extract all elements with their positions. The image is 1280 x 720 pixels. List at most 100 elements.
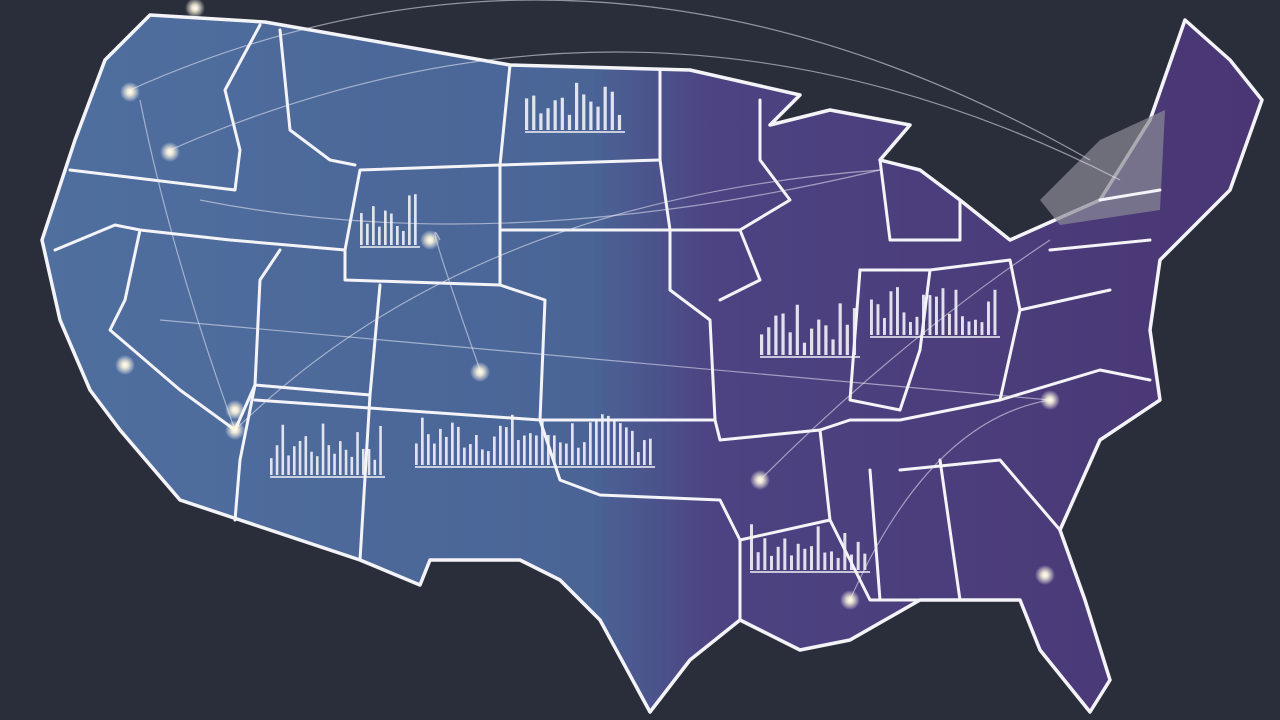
map-line xyxy=(858,268,932,412)
bar-glyph xyxy=(577,447,580,465)
bar-glyph xyxy=(565,443,568,465)
bar-glyph xyxy=(935,296,938,335)
bar-glyph xyxy=(954,289,958,335)
glow-dot xyxy=(840,590,860,610)
bar-glyph xyxy=(817,319,821,355)
bar-glyph xyxy=(408,195,411,245)
bar-glyph xyxy=(571,423,574,465)
bar-glyph xyxy=(643,440,646,465)
bar-glyph xyxy=(967,321,971,335)
bar-glyph xyxy=(613,418,616,465)
bar-glyph xyxy=(427,434,430,465)
map-line xyxy=(998,308,1022,402)
bar-glyph xyxy=(433,443,436,465)
glow-dot xyxy=(1035,565,1055,585)
bar-glyph xyxy=(902,312,906,335)
bar-glyph xyxy=(776,546,780,570)
bar-glyph xyxy=(883,317,886,335)
bar-glyph xyxy=(535,435,538,465)
bar-glyph xyxy=(993,289,997,335)
bar-glyph xyxy=(845,324,849,355)
bar-cluster xyxy=(270,423,385,478)
bar-glyph xyxy=(941,288,945,335)
bar-glyph xyxy=(774,315,778,355)
bar-glyph xyxy=(553,100,557,130)
bar-glyph xyxy=(589,422,592,465)
map-line xyxy=(1048,238,1152,252)
bar-glyph xyxy=(750,524,753,570)
bar-glyphs xyxy=(270,82,1000,573)
connection-arcs xyxy=(129,0,1121,601)
bar-glyph xyxy=(362,448,365,475)
glow-dot xyxy=(750,470,770,490)
bar-glyph xyxy=(316,456,319,475)
bar-glyph xyxy=(546,108,550,130)
bar-glyph xyxy=(831,339,835,355)
bar-glyph xyxy=(333,453,336,475)
bar-glyph xyxy=(987,301,990,335)
bar-glyph xyxy=(790,555,793,570)
bar-glyph xyxy=(850,554,853,570)
glow-dot xyxy=(470,362,490,382)
glow-dot xyxy=(1040,390,1060,410)
map-line xyxy=(738,98,792,232)
map-line xyxy=(759,239,1051,481)
bar-glyph xyxy=(922,294,925,335)
bar-glyph xyxy=(756,552,760,570)
map-line xyxy=(199,169,881,225)
bar-glyph xyxy=(275,445,279,475)
map-line xyxy=(68,23,262,192)
bar-glyph xyxy=(619,423,622,465)
bar-glyph xyxy=(463,447,466,465)
map-line xyxy=(159,319,1051,401)
bar-glyph xyxy=(617,114,622,130)
bar-glyph xyxy=(541,419,544,465)
bar-glyph xyxy=(928,295,932,335)
bar-cluster xyxy=(525,82,625,133)
bar-glyph xyxy=(760,334,764,355)
bar-cluster xyxy=(760,303,860,358)
map-line xyxy=(278,28,357,167)
map-line xyxy=(53,63,512,252)
bar-glyph xyxy=(948,313,951,335)
bar-glyph xyxy=(567,114,572,130)
bar-glyph xyxy=(830,551,833,570)
bar-glyph xyxy=(560,97,564,130)
state-borders xyxy=(53,23,1162,622)
bar-glyph xyxy=(469,444,472,465)
bar-glyph xyxy=(915,316,919,335)
map-line xyxy=(878,158,962,242)
bar-glyph xyxy=(625,427,628,465)
bar-glyph xyxy=(372,206,375,245)
glow-dot xyxy=(420,230,440,250)
bar-glyph xyxy=(402,230,405,245)
bar-glyph xyxy=(414,194,417,245)
bar-glyph xyxy=(511,414,514,465)
bar-glyph xyxy=(281,424,285,475)
bar-glyph xyxy=(529,433,532,465)
bar-glyph xyxy=(856,541,860,570)
bar-glyph xyxy=(601,414,604,465)
bar-glyph xyxy=(980,322,984,335)
bar-glyph xyxy=(360,213,363,245)
bar-glyph xyxy=(843,533,847,570)
bar-glyph xyxy=(339,441,342,475)
bar-glyph xyxy=(582,94,586,130)
bar-glyph xyxy=(802,342,807,355)
bar-glyph xyxy=(816,526,820,570)
bar-glyph xyxy=(763,538,767,570)
bar-glyph xyxy=(852,308,857,355)
bar-glyph xyxy=(974,319,977,335)
bar-glyph xyxy=(610,91,614,130)
map-line xyxy=(818,368,1152,432)
bar-glyph xyxy=(603,86,607,130)
bar-glyph xyxy=(293,446,296,475)
bar-cluster xyxy=(870,287,1000,338)
bar-glyph xyxy=(367,448,371,475)
bar-glyph xyxy=(783,538,787,570)
highlighted-region xyxy=(1040,110,1165,225)
bar-glyph xyxy=(379,425,382,475)
bar-glyph xyxy=(803,548,807,570)
